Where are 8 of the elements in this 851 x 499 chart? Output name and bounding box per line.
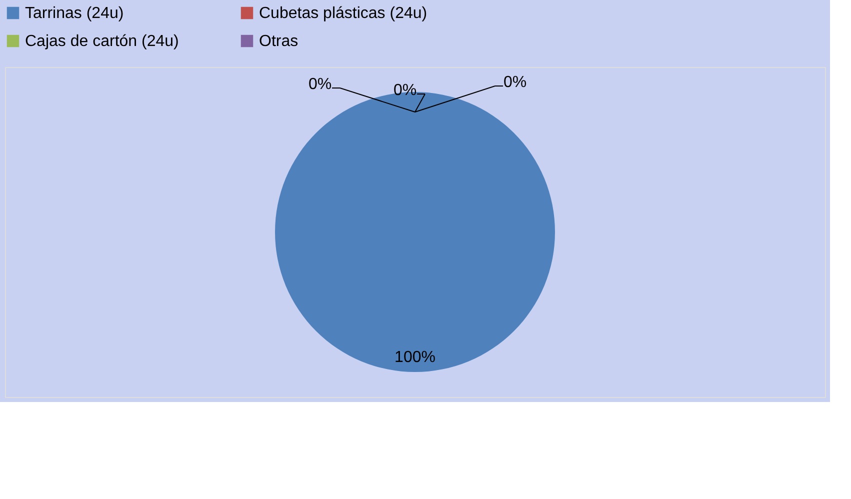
text: 0%	[308, 76, 332, 93]
data-label: 100%	[394, 349, 436, 366]
text: 0%	[503, 74, 527, 91]
legend-label: Tarrinas (24u)	[25, 5, 124, 22]
text: 0%	[393, 82, 417, 99]
legend-label: Cajas de cartón (24u)	[25, 33, 179, 50]
legend-label: Otras	[259, 33, 298, 50]
legend-label: Cubetas plásticas (24u)	[259, 5, 428, 22]
